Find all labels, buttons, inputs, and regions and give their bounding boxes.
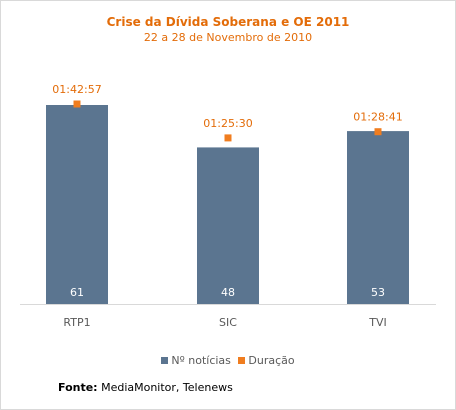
duration-marker-tvi — [374, 128, 382, 136]
bar-tvi — [347, 131, 409, 304]
bar-value-label-tvi: 53 — [371, 286, 385, 299]
legend-label-duracao: Duração — [248, 354, 295, 367]
bar-rtp1 — [46, 105, 108, 304]
duration-label-rtp1: 01:42:57 — [52, 83, 101, 96]
bar-sic — [197, 147, 259, 304]
legend-label-noticias: Nº notícias — [171, 354, 231, 367]
source-text: MediaMonitor, Telenews — [101, 381, 233, 394]
legend-swatch-noticias — [161, 357, 169, 364]
source-label: Fonte: — [58, 381, 98, 394]
bar-value-label-rtp1: 61 — [70, 286, 84, 299]
category-label-tvi: TVI — [368, 316, 387, 329]
chart-title: Crise da Dívida Soberana e OE 2011 — [106, 15, 350, 29]
category-label-sic: SIC — [219, 316, 237, 329]
category-label-rtp1: RTP1 — [63, 316, 90, 329]
bar-value-label-sic: 48 — [221, 286, 235, 299]
duration-marker-rtp1 — [73, 100, 81, 108]
duration-label-tvi: 01:28:41 — [353, 111, 402, 124]
duration-marker-sic — [224, 134, 232, 142]
legend-item-noticias: Nº notícias — [161, 354, 231, 367]
source-note: Fonte: MediaMonitor, Telenews — [58, 381, 233, 394]
legend-swatch-duracao — [238, 357, 246, 364]
chart-subtitle: 22 a 28 de Novembro de 2010 — [143, 31, 313, 44]
legend-item-duracao: Duração — [238, 354, 295, 367]
chart-legend: Nº notícias Duração — [0, 354, 456, 367]
duration-label-sic: 01:25:30 — [203, 117, 252, 130]
